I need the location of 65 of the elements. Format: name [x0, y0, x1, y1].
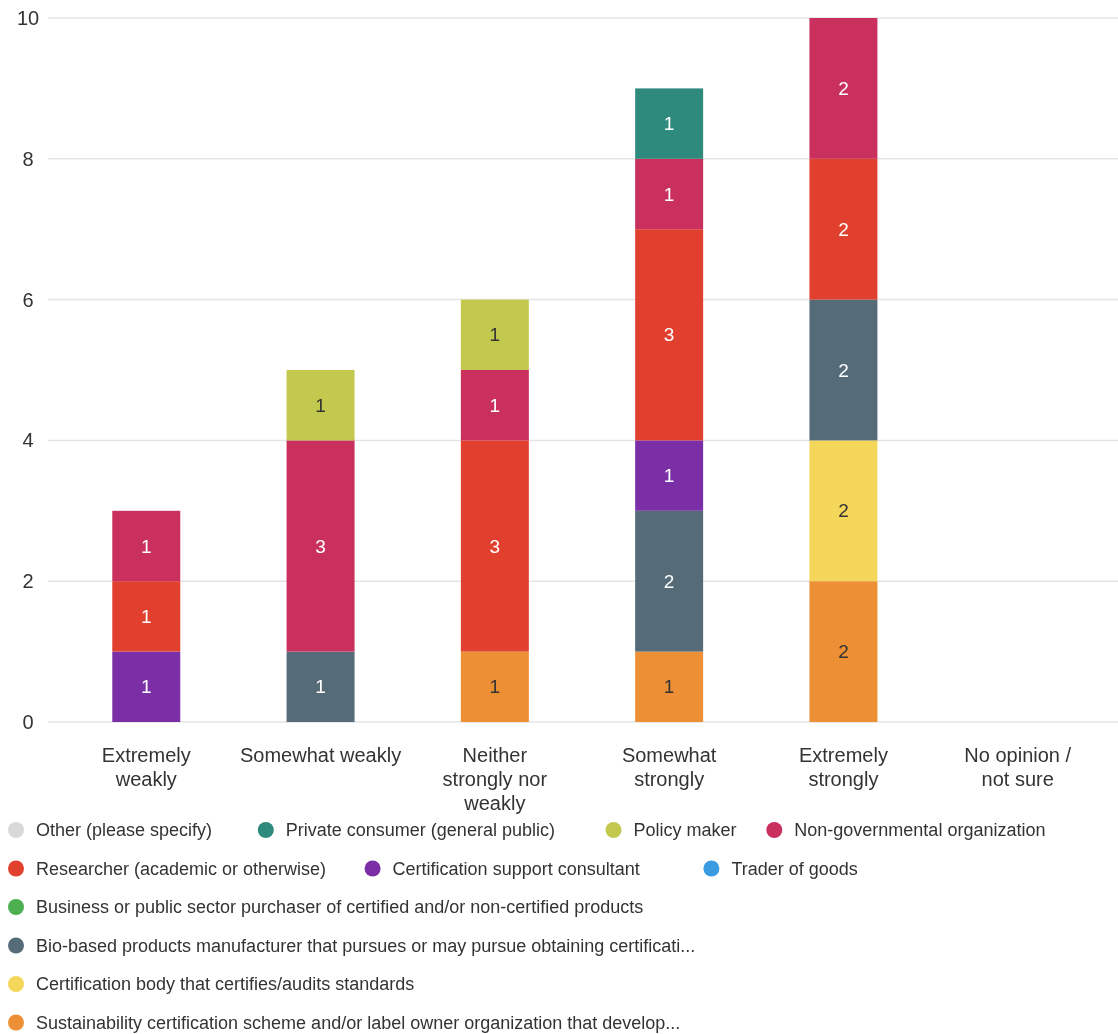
bar	[460, 299, 529, 370]
data-label: 2	[838, 218, 849, 240]
x-tick-label: Somewhat strongly	[621, 744, 717, 790]
data-label: 1	[315, 394, 326, 416]
data-label: 1	[489, 676, 501, 698]
x-tick-label: Somewhat weakly	[239, 744, 402, 766]
x-tick-label: Extremely weakly	[101, 744, 191, 790]
data-label: 2	[838, 359, 849, 381]
legend-label: Policy maker	[633, 820, 737, 841]
legend-label: Researcher (academic or otherwise)	[36, 858, 327, 879]
legend-label: Sustainability certification scheme and/or label owner organization that develop...	[36, 1012, 681, 1033]
y-tick-label: 0	[22, 711, 34, 733]
data-label: 2	[838, 641, 849, 663]
legend-label: Certification body that certifies/audits standards	[36, 974, 415, 995]
data-label: 1	[663, 676, 675, 698]
data-label: 3	[663, 324, 675, 346]
data-label: 1	[489, 394, 501, 416]
legend-label: Certification support consultant	[392, 858, 640, 879]
data-label: 1	[140, 535, 152, 557]
data-label: 1	[140, 676, 152, 698]
legend-label: Trader of goods	[731, 858, 858, 879]
bar	[286, 651, 355, 722]
bar	[460, 370, 529, 441]
y-tick-label: 10	[16, 7, 40, 29]
bar	[635, 88, 704, 159]
legend-label: Other (please specify)	[36, 820, 213, 841]
bar	[809, 299, 878, 441]
data-label: 1	[489, 324, 501, 346]
bar	[635, 651, 704, 722]
data-label: 2	[838, 78, 849, 100]
x-tick-label: No opinion / not sure	[964, 744, 1072, 790]
y-tick-label: 8	[22, 147, 34, 170]
bar	[809, 440, 878, 582]
data-label: 3	[489, 535, 501, 557]
y-tick-label: 6	[22, 288, 34, 311]
bar	[286, 370, 355, 441]
bar	[286, 440, 355, 652]
legend-label: Bio-based products manufacturer that pursues or may pursue obtaining certificati...	[36, 935, 696, 956]
x-tick-label: Extremely strongly	[798, 744, 888, 790]
data-label: 1	[663, 113, 675, 135]
bar	[112, 510, 181, 582]
bar	[809, 18, 878, 159]
data-label: 1	[663, 465, 675, 487]
bar	[635, 158, 704, 230]
bar	[809, 158, 878, 300]
data-label: 1	[663, 183, 675, 205]
data-label: 2	[663, 570, 675, 592]
x-tick-label: Neither strongly nor weakly	[442, 744, 548, 814]
data-label: 2	[838, 500, 849, 522]
y-tick-label: 2	[22, 570, 34, 593]
data-label: 1	[140, 606, 152, 628]
bar	[809, 581, 878, 722]
y-tick-label: 4	[22, 429, 34, 452]
bar	[635, 229, 704, 441]
bar	[460, 651, 529, 722]
data-label: 3	[315, 535, 326, 557]
legend-label: Private consumer (general public)	[285, 820, 555, 841]
data-label: 1	[315, 676, 326, 698]
legend-label: Business or public sector purchaser of certified and/or non-certified products	[36, 897, 644, 918]
legend-label: Non-governmental organization	[794, 820, 1046, 841]
bar	[112, 651, 181, 722]
bar	[635, 510, 704, 652]
bar	[112, 581, 181, 652]
bar	[635, 440, 704, 511]
bar	[460, 440, 529, 652]
